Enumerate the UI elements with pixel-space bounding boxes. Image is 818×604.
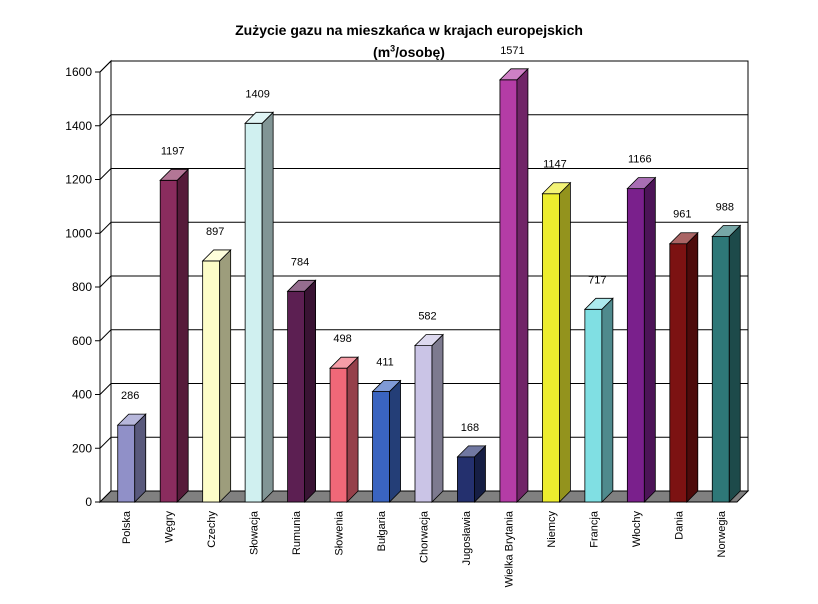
bar (669, 243, 688, 503)
data-label: 1409 (245, 88, 269, 100)
gridline (99, 383, 748, 395)
bar-side (686, 231, 699, 503)
bar-side (728, 224, 741, 503)
bar-side (431, 333, 444, 503)
y-tick-label: 1200 (65, 173, 92, 187)
x-tick-label: Jugosławia (461, 510, 473, 565)
bar-side (559, 181, 571, 503)
bar-side (346, 356, 359, 503)
bar-top (329, 356, 360, 369)
gridline (99, 221, 748, 234)
bar (159, 179, 178, 503)
bar-side (261, 111, 274, 503)
gridline (99, 114, 748, 127)
x-tick-label: Wielka Brytania (503, 510, 515, 587)
bar (202, 260, 221, 503)
y-tick-label: 0 (85, 495, 92, 509)
bar-top (498, 68, 529, 81)
data-label: 286 (121, 390, 139, 402)
bar-top (668, 232, 699, 245)
bar-top (116, 413, 147, 426)
bar (117, 424, 136, 503)
y-tick-label: 600 (72, 334, 92, 348)
bar-top (414, 334, 444, 346)
data-label: 1197 (161, 145, 185, 157)
bar-top (456, 445, 487, 458)
data-label: 168 (461, 422, 479, 434)
bar-side (304, 279, 317, 503)
x-tick-label: Francja (588, 510, 600, 548)
bar (457, 456, 475, 503)
data-label: 961 (673, 209, 691, 221)
x-tick-label: Dania (673, 510, 685, 540)
x-tick-label: Norwegia (716, 510, 728, 557)
data-label: 1571 (500, 45, 524, 57)
bar-side (601, 297, 614, 503)
gridline (99, 168, 748, 180)
data-label: 784 (291, 256, 309, 268)
bar (414, 345, 433, 503)
bar-side (219, 248, 232, 503)
data-label: 717 (588, 274, 606, 286)
x-tick-label: Chorwacja (419, 510, 431, 563)
y-tick-label: 1600 (65, 65, 92, 79)
bar-top (286, 279, 317, 292)
x-tick-label: Słowenia (334, 510, 346, 556)
bar (329, 367, 348, 503)
chart-subtitle: (m3/osobę) (0, 43, 818, 61)
bar (244, 122, 263, 503)
subtitle-prefix: (m (373, 44, 391, 60)
bar-top (583, 297, 614, 310)
x-tick-label: Bułgaria (376, 510, 388, 551)
bar (711, 236, 730, 503)
x-tick-label: Węgry (164, 511, 176, 543)
bar-side (176, 168, 189, 503)
bar-top (711, 225, 742, 237)
x-tick-label: Słowacja (249, 510, 261, 555)
bar-side (516, 67, 529, 503)
y-tick-label: 800 (72, 280, 92, 294)
x-tick-label: Niemcy (546, 511, 558, 548)
y-tick-label: 1400 (65, 119, 92, 133)
x-tick-label: Włochy (631, 511, 643, 548)
y-tick-label: 400 (72, 388, 92, 402)
x-tick-label: Polska (121, 510, 133, 544)
bar-top (201, 249, 232, 262)
bar (584, 308, 603, 503)
gridline (99, 60, 748, 73)
data-label: 988 (716, 201, 734, 213)
bar (287, 290, 306, 503)
bar-side (389, 379, 401, 503)
y-tick-label: 1000 (65, 226, 92, 240)
subtitle-superscript: 3 (390, 43, 396, 54)
bar (499, 79, 518, 503)
data-label: 498 (333, 333, 351, 345)
bar-top (244, 111, 275, 124)
gridline (99, 275, 748, 288)
gridline (99, 329, 748, 342)
y-tick-label: 200 (72, 441, 92, 455)
bar-side (643, 176, 656, 503)
bar-top (626, 177, 657, 190)
bar-side (134, 413, 147, 503)
bar (372, 391, 390, 503)
x-tick-label: Czechy (206, 511, 218, 548)
x-tick-label: Rumunia (291, 510, 303, 555)
bar-top (159, 168, 190, 181)
data-label: 1166 (628, 154, 652, 166)
data-label: 1147 (543, 159, 567, 171)
bar (626, 188, 645, 503)
data-label: 897 (206, 226, 224, 238)
bar-top (371, 380, 402, 392)
data-label: 582 (418, 311, 436, 323)
chart-title: Zużycie gazu na mieszkańca w krajach eur… (235, 22, 583, 38)
gridline (99, 436, 748, 449)
data-label: 411 (376, 357, 394, 369)
bar (542, 193, 560, 503)
subtitle-suffix: /osobę) (395, 44, 445, 60)
bar-top (541, 182, 572, 195)
